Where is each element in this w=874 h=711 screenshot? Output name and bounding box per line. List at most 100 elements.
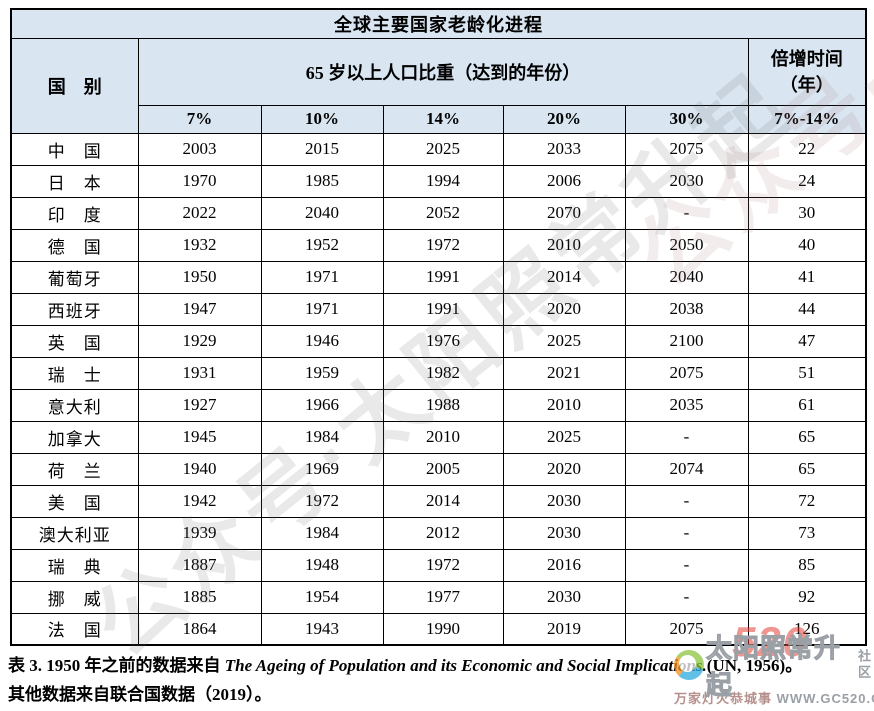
country-cell: 挪 威	[10, 580, 139, 614]
country-cell: 德 国	[10, 228, 139, 262]
value-cell: 1929	[137, 324, 262, 358]
value-cell: -	[624, 548, 749, 582]
aging-progress-table: 全球主要国家老龄化进程 国 别 65 岁以上人口比重（达到的年份） 倍增时间 （…	[10, 8, 868, 646]
table-row: 挪 威 1885 1954 1977 2030-92	[10, 580, 867, 614]
value-cell: 2052	[382, 196, 504, 230]
value-cell: 2006	[502, 164, 626, 198]
country-cell: 日 本	[10, 164, 139, 198]
value-cell: 1966	[260, 388, 384, 422]
value-cell: 2014	[382, 484, 504, 518]
table-subheader-row: 7% 10% 14% 20% 30% 7%-14%	[11, 104, 867, 134]
value-cell: 2100	[624, 324, 749, 358]
value-cell: 22	[747, 132, 867, 166]
table-title: 全球主要国家老龄化进程	[10, 8, 867, 39]
table-row: 法 国 1864 1943 1990 2019 2075 126	[10, 612, 867, 646]
value-cell: 126	[747, 612, 867, 646]
value-cell: 1969	[260, 452, 384, 486]
value-cell: -	[624, 516, 749, 550]
value-cell: 2035	[624, 388, 749, 422]
value-cell: 2030	[502, 516, 626, 550]
value-cell: 1972	[382, 548, 504, 582]
value-cell: 24	[747, 164, 867, 198]
watermark-community-label: 社区	[856, 649, 871, 681]
value-cell: 1885	[137, 580, 262, 614]
value-cell: 47	[747, 324, 867, 358]
table-row: 加拿大 1945 1984 2010 2025-65	[10, 420, 867, 454]
value-cell: 1959	[260, 356, 384, 390]
value-cell: 61	[747, 388, 867, 422]
value-cell: 2038	[624, 292, 749, 326]
table-row: 西班牙 1947 1971 1991 2020 2038 44	[10, 292, 867, 326]
value-cell: 2014	[502, 260, 626, 294]
value-cell: 1940	[137, 452, 262, 486]
value-cell: 2010	[502, 388, 626, 422]
value-cell: 1971	[260, 292, 384, 326]
value-cell: 1927	[137, 388, 262, 422]
value-cell: 1864	[137, 612, 262, 646]
value-cell: 41	[747, 260, 867, 294]
country-cell: 澳大利亚	[10, 516, 139, 550]
value-cell: 1954	[260, 580, 384, 614]
note-source-title: The Ageing of Population and its Economi…	[224, 656, 707, 675]
table-header: 全球主要国家老龄化进程 国 别 65 岁以上人口比重（达到的年份） 倍增时间 （…	[10, 8, 867, 134]
value-cell: 2025	[502, 420, 626, 454]
value-cell: 1932	[137, 228, 262, 262]
table-row: 英 国 1929 1946 1976 2025 2100 47	[10, 324, 867, 358]
site-watermark-row: 520 太阳照常升起 社区	[674, 618, 871, 701]
col-header-7-14pct: 7%-14%	[747, 104, 867, 134]
note-prefix: 表 3. 1950 年之前的数据来自	[8, 656, 225, 675]
value-cell: 2003	[137, 132, 262, 166]
value-cell: 2030	[624, 164, 749, 198]
table-row: 瑞 士 1931 1959 1982 2021 2075 51	[10, 356, 867, 390]
table-row: 澳大利亚 1939 1984 2012 2030-73	[10, 516, 867, 550]
value-cell: 2040	[260, 196, 384, 230]
value-cell: 1942	[137, 484, 262, 518]
note-suffix: 。其他数据来自联合国数据（2019）。	[8, 656, 803, 704]
value-cell: 30	[747, 196, 867, 230]
country-cell: 英 国	[10, 324, 139, 358]
value-cell: -	[624, 484, 749, 518]
value-cell: 40	[747, 228, 867, 262]
value-cell: 1939	[137, 516, 262, 550]
col-header-30pct: 30%	[624, 104, 749, 134]
value-cell: 2074	[624, 452, 749, 486]
table-row: 印 度 2022 2040 2052 2070-30	[10, 196, 867, 230]
country-cell: 法 国	[10, 612, 139, 646]
value-cell: 1948	[260, 548, 384, 582]
value-cell: 2030	[502, 580, 626, 614]
value-cell: 85	[747, 548, 867, 582]
value-cell: 1931	[137, 356, 262, 390]
note-citation: (UN, 1956)	[706, 656, 786, 675]
table-body: 中 国 2003 2015 2025 2033 2075 22 日 本 1970 1985 1994…	[10, 132, 867, 646]
value-cell: 2022	[137, 196, 262, 230]
site-watermark: 520 太阳照常升起 社区 万家灯火恭城事 WWW.GC520.CN	[674, 618, 874, 710]
value-cell: 2030	[502, 484, 626, 518]
table-row: 意大利 1927 1966 1988 2010 2035 61	[10, 388, 867, 422]
col-header-14pct: 14%	[382, 104, 504, 134]
value-cell: 2015	[260, 132, 384, 166]
site-title-wrap: 520 太阳照常升起	[705, 618, 853, 702]
table-row: 葡萄牙 1950 1971 1991 2014 2040 41	[10, 260, 867, 294]
table-row: 瑞 典 1887 1948 1972 2016-85	[10, 548, 867, 582]
share-group-header: 65 岁以上人口比重（达到的年份）	[137, 37, 749, 106]
value-cell: 92	[747, 580, 867, 614]
col-header-20pct: 20%	[502, 104, 626, 134]
value-cell: 51	[747, 356, 867, 390]
value-cell: 44	[747, 292, 867, 326]
country-column-header: 国 别	[10, 37, 139, 134]
value-cell: 65	[747, 420, 867, 454]
col-header-10pct: 10%	[260, 104, 384, 134]
value-cell: 1887	[137, 548, 262, 582]
value-cell: -	[624, 420, 749, 454]
source-note: 表 3. 1950 年之前的数据来自 The Ageing of Populat…	[8, 651, 816, 709]
value-cell: 1994	[382, 164, 504, 198]
value-cell: 1991	[382, 292, 504, 326]
watermark-site-name: 太阳照常升起	[705, 633, 842, 701]
doubling-time-header: 倍增时间 （年）	[747, 37, 867, 106]
value-cell: 1990	[382, 612, 504, 646]
country-cell: 西班牙	[10, 292, 139, 326]
value-cell: 2033	[502, 132, 626, 166]
value-cell: 1985	[260, 164, 384, 198]
value-cell: 2070	[502, 196, 626, 230]
country-cell: 中 国	[10, 132, 139, 166]
